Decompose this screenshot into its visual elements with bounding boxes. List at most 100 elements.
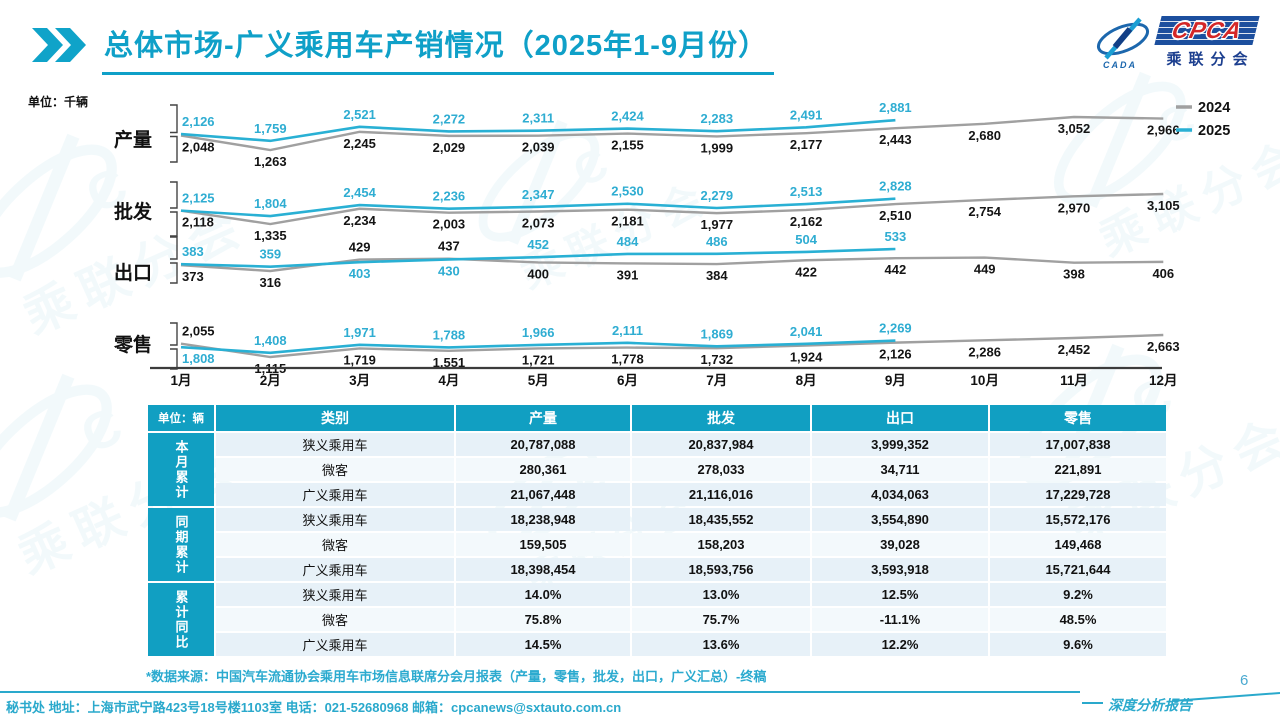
data-label-2024: 2,754	[968, 204, 1001, 219]
value-cell: 13.0%	[632, 583, 810, 606]
row-group-label: 同期累计	[148, 508, 214, 581]
category-cell: 微客	[216, 608, 454, 631]
month-tick-label: 3月	[349, 373, 370, 388]
data-label-2025: 1,971	[343, 325, 376, 340]
value-cell: 18,435,552	[632, 508, 810, 531]
data-label-2024: 1,263	[254, 154, 287, 169]
data-label-2024: 2,155	[611, 138, 644, 153]
value-cell: 149,468	[990, 533, 1166, 556]
month-tick-label: 9月	[885, 373, 906, 388]
series-line-2025	[180, 118, 896, 143]
data-label-2024: 2,162	[790, 214, 823, 229]
data-label-2024: 1,115	[254, 361, 286, 376]
data-label-2025: 2,125	[182, 191, 215, 206]
data-label-2025: 2,126	[182, 114, 215, 129]
data-label-2025: 430	[438, 263, 460, 278]
month-tick-label: 11月	[1060, 373, 1088, 388]
data-label-2025: 2,513	[790, 184, 823, 199]
column-header: 类别	[216, 405, 454, 431]
summary-table: 单位：辆 类别 产量 批发 出口 零售 本月累计 狭义乘用车 20,787,088 20,837,…	[148, 405, 1166, 656]
band-label: 零售	[113, 333, 152, 356]
cada-swoosh-icon: CADA	[1096, 17, 1150, 70]
row-group-label: 累计同比	[148, 583, 214, 656]
band-label: 出口	[114, 261, 152, 284]
data-label-2024: 398	[1063, 267, 1085, 282]
category-cell: 狭义乘用车	[216, 583, 454, 606]
series-line-2025	[180, 247, 896, 268]
logo-watermark: C 乘联分会	[430, 68, 739, 347]
axis-bracket	[170, 104, 178, 163]
column-header: 产量	[456, 405, 630, 431]
data-label-2024: 442	[885, 262, 907, 277]
svg-text:CADA: CADA	[1103, 60, 1137, 70]
value-cell: 278,033	[632, 458, 810, 481]
data-label-2024: 437	[438, 239, 460, 254]
svg-text:C: C	[566, 139, 615, 197]
data-label-2024: 2,003	[433, 217, 466, 232]
value-cell: 13.6%	[632, 633, 810, 656]
data-label-2024: 384	[706, 268, 728, 283]
data-label-2024: 2,126	[879, 347, 912, 362]
value-cell: 20,837,984	[632, 433, 810, 456]
value-cell: 12.2%	[812, 633, 988, 656]
data-label-2024: 2,663	[1147, 339, 1180, 354]
data-label-2024: 2,452	[1058, 342, 1091, 357]
data-label-2024: 429	[349, 240, 371, 255]
series-line-2024	[180, 333, 1164, 359]
value-cell: 9.6%	[990, 633, 1166, 656]
axis-bracket	[170, 236, 178, 284]
data-label-2024: 373	[182, 269, 204, 284]
footer-rule	[0, 691, 1080, 693]
data-label-2025: 2,491	[790, 107, 823, 122]
data-label-2025: 2,881	[879, 100, 912, 115]
data-label-2025: 1,869	[701, 326, 734, 341]
value-cell: 12.5%	[812, 583, 988, 606]
data-label-2024: 1,719	[343, 352, 376, 367]
data-label-2024: 2,029	[433, 140, 466, 155]
cpca-logo: CADA CPCA 乘联分会	[1093, 16, 1260, 70]
data-label-2024: 422	[795, 264, 817, 279]
value-cell: 34,711	[812, 458, 988, 481]
source-note: *数据来源：中国汽车流通协会乘用车市场信息联席分会月报表（产量，零售，批发，出口…	[146, 669, 767, 684]
data-label-2024: 400	[527, 266, 549, 281]
column-header: 批发	[632, 405, 810, 431]
data-label-2025: 533	[885, 229, 907, 244]
axis-bracket	[170, 181, 178, 237]
data-label-2025: 1,966	[522, 325, 555, 340]
series-line-2024	[180, 256, 1164, 273]
data-label-2024: 2,039	[522, 140, 555, 155]
data-label-2024: 2,177	[790, 137, 823, 152]
data-label-2024: 2,443	[879, 132, 912, 147]
data-label-2025: 504	[795, 232, 817, 247]
legend-label: 2025	[1198, 123, 1230, 139]
value-cell: 75.7%	[632, 608, 810, 631]
data-label-2024: 316	[259, 275, 281, 290]
data-label-2024: 2,048	[182, 140, 215, 155]
logo-watermark: C 乘联分会	[0, 73, 283, 402]
value-cell: 3,554,890	[812, 508, 988, 531]
data-label-2024: 3,105	[1147, 198, 1180, 213]
data-label-2025: 2,311	[522, 111, 554, 126]
data-label-2025: 2,530	[611, 184, 644, 199]
value-cell: 17,229,728	[990, 483, 1166, 506]
band-label: 批发	[114, 200, 153, 223]
month-tick-label: 8月	[796, 373, 817, 388]
data-label-2025: 2,424	[611, 109, 644, 124]
category-cell: 狭义乘用车	[216, 433, 454, 456]
cpca-wordmark: CPCA	[1154, 16, 1260, 45]
data-label-2024: 1,551	[433, 355, 466, 370]
data-label-2024: 1,778	[611, 352, 644, 367]
value-cell: 3,999,352	[812, 433, 988, 456]
month-tick-label: 1月	[170, 373, 191, 388]
series-line-2025	[180, 197, 896, 218]
value-cell: 15,572,176	[990, 508, 1166, 531]
report-label: 深度分析报告	[1108, 698, 1192, 714]
data-label-2024: 2,286	[968, 344, 1001, 359]
month-tick-label: 10月	[970, 373, 999, 388]
data-label-2024: 2,055	[182, 324, 215, 339]
data-label-2025: 2,041	[790, 324, 823, 339]
month-tick-label: 5月	[528, 373, 549, 388]
data-label-2024: 1,732	[701, 352, 734, 367]
data-label-2024: 3,052	[1058, 121, 1091, 136]
